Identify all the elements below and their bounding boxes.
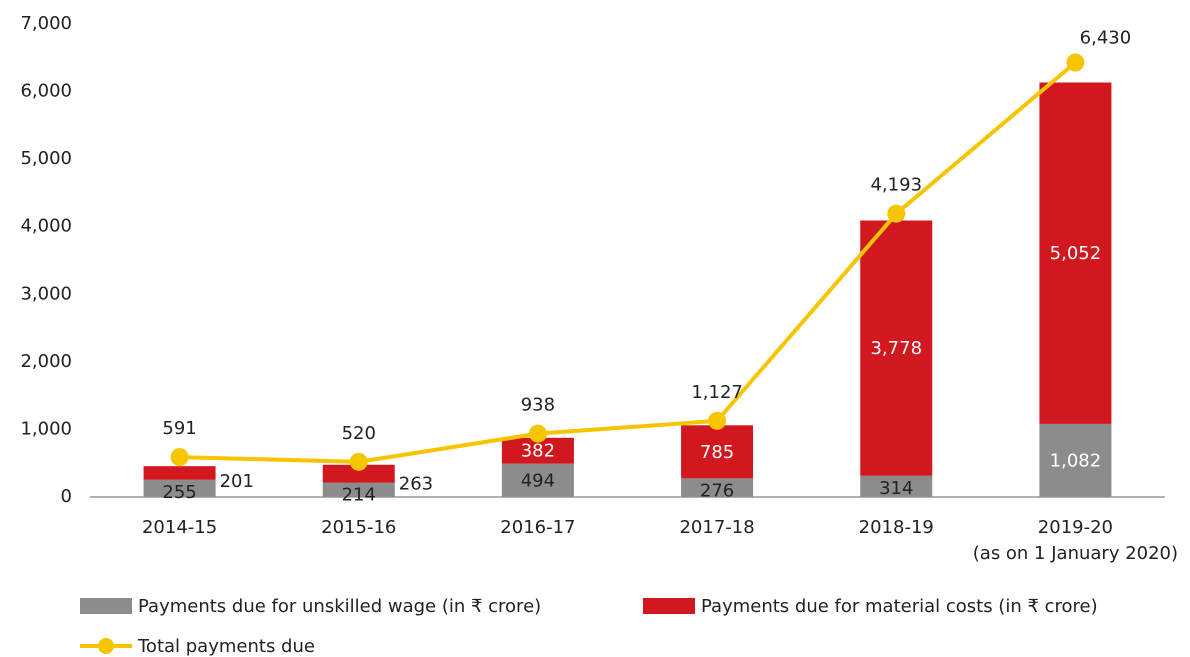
line-point [708, 411, 727, 430]
x-tick-label: 2016-17 [500, 517, 576, 538]
data-label: 520 [342, 423, 376, 444]
y-tick-label: 2,000 [20, 351, 72, 372]
data-label: 785 [700, 442, 734, 463]
x-tick-label: 2019-20 (as on 1 January 2020) [972, 517, 1179, 564]
y-tick-label: 4,000 [20, 216, 72, 237]
bar [322, 464, 395, 483]
data-label: 263 [399, 474, 433, 495]
x-tick-label: 2018-19 [858, 517, 934, 538]
y-tick-label: 1,000 [20, 418, 72, 439]
bar [322, 482, 395, 497]
data-label: 4,193 [870, 175, 922, 196]
legend-swatch [98, 638, 114, 654]
data-label: 201 [220, 471, 254, 492]
data-label: 494 [521, 470, 555, 491]
data-label: 314 [879, 478, 913, 499]
bar [860, 475, 933, 497]
data-label: 255 [162, 482, 196, 503]
legend-label: Payments due for unskilled wage (in ₹ cr… [138, 596, 541, 617]
data-label: 6,430 [1080, 28, 1132, 49]
bar [1039, 82, 1112, 424]
data-label: 5,052 [1050, 243, 1102, 264]
y-tick-label: 7,000 [20, 13, 72, 34]
data-label: 3,778 [870, 338, 922, 359]
bar [681, 478, 754, 497]
legend-label: Payments due for material costs (in ₹ cr… [701, 596, 1098, 617]
x-tick-label: 2017-18 [679, 517, 755, 538]
data-label: 276 [700, 480, 734, 501]
y-tick-label: 0 [61, 486, 72, 507]
x-tick-label: 2015-16 [321, 517, 397, 538]
line-point [887, 204, 906, 223]
line-point [528, 424, 547, 443]
line-point [349, 452, 368, 471]
bar [143, 466, 216, 480]
line [179, 60, 1077, 464]
line-point [1066, 53, 1085, 72]
bar [143, 479, 216, 497]
data-label: 214 [342, 485, 376, 506]
data-label: 1,127 [691, 382, 743, 403]
y-tick-label: 5,000 [20, 148, 72, 169]
y-tick-label: 3,000 [20, 283, 72, 304]
bar [860, 220, 933, 476]
bar [501, 463, 574, 497]
x-tick-label: 2014-15 [141, 517, 218, 538]
legend-swatch [80, 598, 132, 614]
bar [1039, 423, 1112, 497]
legend-label: Total payments due [137, 636, 315, 657]
data-label: 591 [162, 418, 196, 439]
legend-swatch [643, 598, 695, 614]
data-label: 938 [521, 395, 555, 416]
bar [681, 425, 754, 479]
data-label: 1,082 [1050, 450, 1102, 471]
data-label: 382 [521, 441, 555, 462]
y-tick-label: 6,000 [20, 81, 72, 102]
line-point [170, 448, 189, 467]
